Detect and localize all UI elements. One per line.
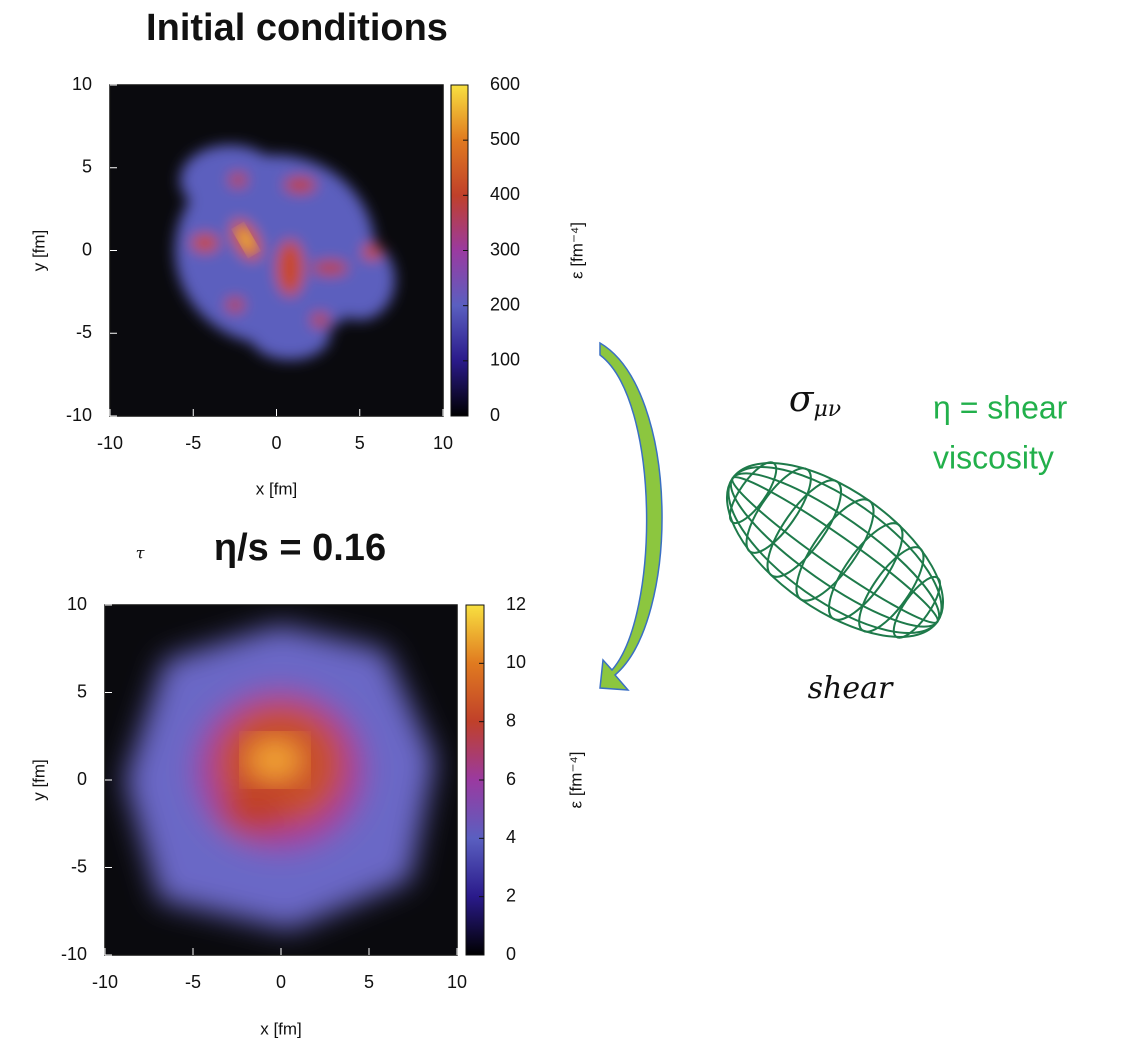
colorbar-tick-label: 0 (506, 944, 516, 964)
x-tick-label: -10 (97, 433, 123, 453)
x-tick-label: 10 (433, 433, 453, 453)
colorbar-tick-label: 6 (506, 769, 516, 789)
caption: shear (808, 671, 894, 706)
y-tick-label: -10 (66, 405, 92, 425)
definition: viscosity (933, 439, 1054, 475)
colorbar-tick-label: 8 (506, 710, 516, 730)
y-tick-label: -10 (61, 944, 87, 964)
x-tick-label: 0 (271, 433, 281, 453)
x-tick-label: 5 (364, 972, 374, 992)
colorbar-tick-label: 12 (506, 594, 526, 614)
x-tick-label: -5 (185, 972, 201, 992)
y-tick-label: -5 (76, 322, 92, 342)
x-tick-label: -10 (92, 972, 118, 992)
colorbar-tick-label: 500 (490, 129, 520, 149)
colorbar-label: ε [fm⁻⁴] (567, 222, 586, 279)
y-tick-label: 0 (77, 769, 87, 789)
outline (698, 429, 972, 671)
y-tick-label: 5 (82, 157, 92, 177)
colorbar-tick-label: 10 (506, 652, 526, 672)
colorbar-tick-label: 0 (490, 405, 500, 425)
heatmap-image (105, 605, 457, 955)
y-tick-label: 10 (72, 74, 92, 94)
colorbar-tick-label: 600 (490, 74, 520, 94)
chart-title: Initial conditions (146, 7, 448, 49)
colorbar-tick-label: 300 (490, 239, 520, 259)
colorbar-tick-label: 2 (506, 885, 516, 905)
x-axis-label: x [fm] (260, 1019, 302, 1038)
x-tick-label: 0 (276, 972, 286, 992)
colorbar-tick-label: 100 (490, 350, 520, 370)
definition: η = shear (933, 389, 1068, 425)
colorbar-tick-label: 4 (506, 827, 516, 847)
parallel (736, 459, 822, 561)
y-tick-label: 5 (77, 681, 87, 701)
ellipsoid (698, 429, 972, 671)
y-axis-label: y [fm] (29, 759, 48, 801)
colorbar-tick-label: 200 (490, 294, 520, 314)
y-tick-label: 10 (67, 594, 87, 614)
y-tick-label: 0 (82, 239, 92, 259)
annotation: τ (136, 544, 146, 563)
y-axis-label: y [fm] (29, 230, 48, 272)
colorbar-tick-label: 400 (490, 184, 520, 204)
meridian (703, 437, 966, 664)
x-tick-label: -5 (185, 433, 201, 453)
parallel (848, 538, 934, 640)
x-axis-label: x [fm] (256, 479, 298, 498)
chart-title: η/s = 0.16 (214, 527, 386, 569)
colorbar-label: ε [fm⁻⁴] (566, 752, 585, 809)
heatmap-image (110, 85, 443, 416)
x-tick-label: 5 (355, 433, 365, 453)
arrow (600, 343, 662, 690)
tensor-symbol: σμν (789, 379, 841, 422)
y-tick-label: -5 (71, 856, 87, 876)
figure: σμν shear η = shear viscosity Initial co… (0, 0, 1135, 1048)
x-tick-label: 10 (447, 972, 467, 992)
